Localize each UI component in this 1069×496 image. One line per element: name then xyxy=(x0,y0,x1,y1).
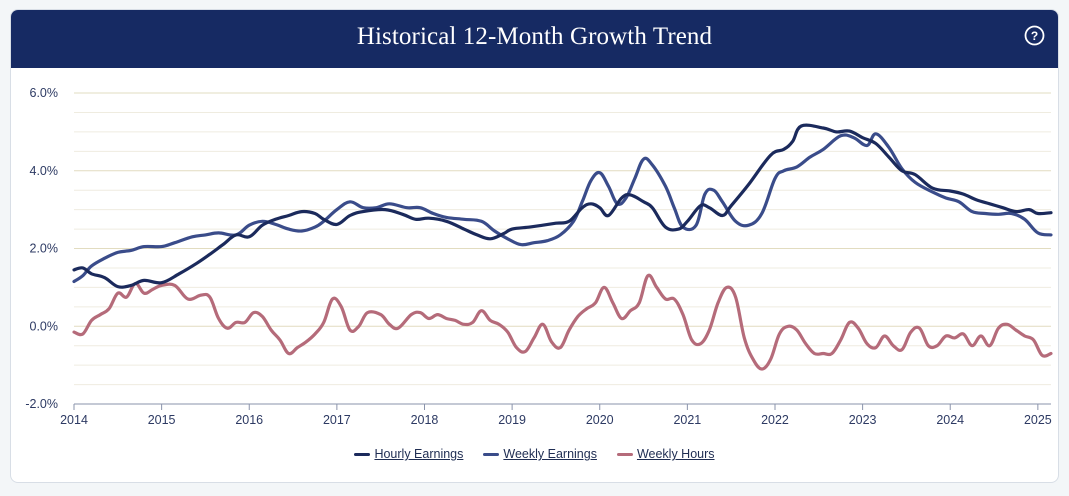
chart-title: Historical 12-Month Growth Trend xyxy=(356,23,713,50)
x-tick-label: 2017 xyxy=(323,413,351,427)
legend: Hourly Earnings Weekly Earnings Weekly H… xyxy=(11,447,1058,461)
x-tick-label: 2023 xyxy=(849,413,877,427)
legend-item-hourly-earnings[interactable]: Hourly Earnings xyxy=(354,447,463,461)
x-tick-label: 2015 xyxy=(148,413,176,427)
line-chart: 6.0%4.0%2.0%0.0%-2.0% 2014 2015 2016 2017 20… xyxy=(25,86,1053,427)
x-tick-label: 2020 xyxy=(586,413,614,427)
x-tick-label: 2021 xyxy=(673,413,701,427)
help-circle-icon[interactable]: ? xyxy=(1024,25,1045,46)
y-tick-label: -2.0% xyxy=(25,397,58,411)
series-line-weekly-hours xyxy=(72,273,1053,371)
svg-text:?: ? xyxy=(1031,29,1038,43)
series-line-hourly-earnings xyxy=(72,123,1053,289)
legend-label-hourly-earnings: Hourly Earnings xyxy=(374,447,464,461)
y-tick-label: 2.0% xyxy=(30,242,59,256)
x-tick-label: 2025 xyxy=(1024,413,1052,427)
legend-label-weekly-hours: Weekly Hours xyxy=(636,447,715,461)
x-tick-label: 2024 xyxy=(936,413,964,427)
chart-card: Historical 12-Month Growth Trend ? 6.0% 4… xyxy=(10,9,1059,483)
legend-label-weekly-earnings: Weekly Earnings xyxy=(503,447,597,461)
legend-item-weekly-hours[interactable]: Weekly Hours xyxy=(616,447,715,461)
x-tick-label: 2016 xyxy=(235,413,263,427)
series-line-weekly-earnings xyxy=(72,132,1053,284)
x-axis: 2014 2015 2016 2017 2018 2019 2020 2021 2022 2023… xyxy=(60,403,1052,427)
x-tick-label: 2019 xyxy=(498,413,526,427)
legend-swatch-weekly-earnings xyxy=(483,452,500,456)
gridlines xyxy=(74,92,1051,405)
y-axis-ticks: 6.0% 4.0% 2.0% 0.0% -2.0% xyxy=(25,86,58,411)
x-tick-label: 2014 xyxy=(60,413,88,427)
y-tick-label: 6.0% xyxy=(30,86,59,100)
legend-swatch-weekly-hours xyxy=(616,452,633,456)
x-tick-label: 2018 xyxy=(411,413,439,427)
x-tick-label: 2022 xyxy=(761,413,789,427)
y-tick-label: 4.0% xyxy=(30,164,59,178)
legend-swatch-hourly-earnings xyxy=(354,452,371,456)
series-lines xyxy=(72,123,1053,371)
y-tick-label: 0.0% xyxy=(30,319,59,333)
chart-header: Historical 12-Month Growth Trend ? xyxy=(11,10,1058,68)
legend-item-weekly-earnings[interactable]: Weekly Earnings xyxy=(483,447,597,461)
